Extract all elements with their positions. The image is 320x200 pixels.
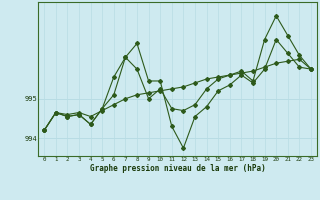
X-axis label: Graphe pression niveau de la mer (hPa): Graphe pression niveau de la mer (hPa) <box>90 164 266 173</box>
